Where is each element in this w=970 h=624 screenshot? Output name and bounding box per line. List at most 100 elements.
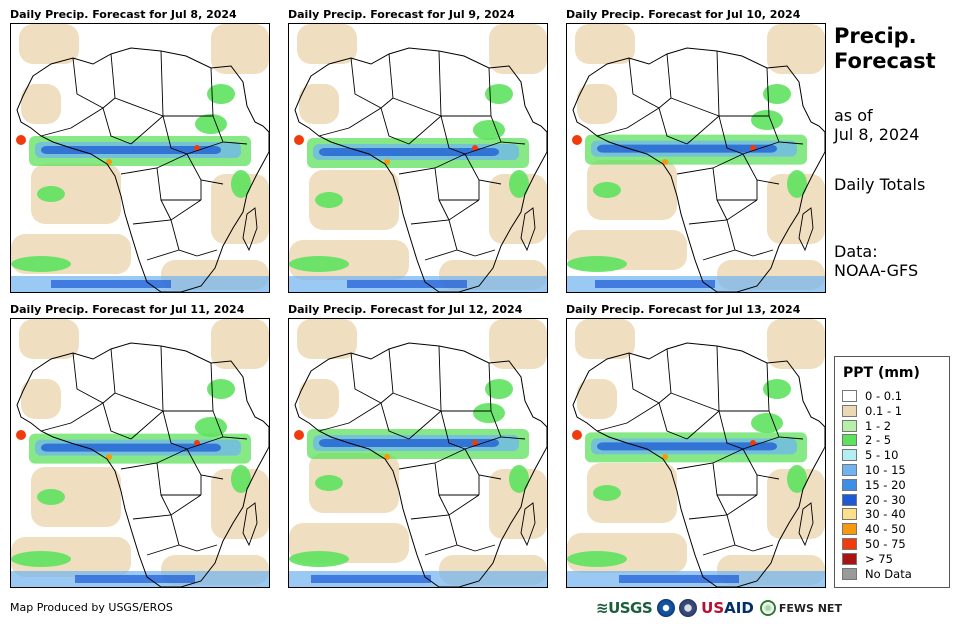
country-border: [716, 494, 728, 516]
rain-area: [231, 465, 251, 493]
rain-area: [195, 114, 227, 134]
country-border: [380, 402, 410, 440]
rain-area: [567, 551, 627, 567]
country-border: [162, 410, 188, 450]
country-border: [72, 57, 104, 109]
heavy-rain-spot: [572, 135, 582, 145]
map-credit: Map Produced by USGS/EROS: [10, 601, 173, 614]
heavy-rain-spot: [662, 159, 668, 165]
light-rain-area: [211, 469, 269, 539]
light-rain-area: [211, 319, 269, 369]
country-border: [752, 249, 774, 257]
heavy-rain-spot: [106, 159, 112, 165]
country-border: [156, 167, 201, 201]
side-title-line2: Forecast: [834, 49, 936, 73]
legend-swatch: [842, 390, 857, 402]
country-border: [114, 97, 164, 117]
light-rain-area: [21, 379, 61, 419]
country-border: [474, 544, 496, 552]
country-border: [130, 410, 164, 440]
legend-label: 10 - 15: [865, 463, 906, 477]
panel-title: Daily Precip. Forecast for Jul 8, 2024: [10, 8, 237, 21]
rain-area: [11, 551, 71, 567]
rain-area: [593, 182, 621, 198]
legend-label: No Data: [865, 566, 912, 581]
country-border: [596, 107, 660, 137]
country-border: [440, 115, 466, 155]
country-border: [488, 362, 492, 412]
legend-item: 5 - 10: [842, 448, 898, 462]
heavy-rain-spot: [294, 135, 304, 145]
heavy-rain-spot: [106, 454, 112, 460]
country-border: [424, 249, 458, 261]
totals-label: Daily Totals: [834, 175, 926, 194]
country-border: [160, 199, 172, 221]
legend-label: 15 - 20: [865, 477, 906, 492]
light-rain-area: [211, 174, 269, 244]
legend-label: 40 - 50: [865, 522, 906, 537]
light-rain-area: [31, 467, 121, 527]
rain-area: [11, 256, 71, 272]
country-border: [102, 348, 116, 404]
light-rain-area: [299, 84, 339, 124]
heavy-rain-spot: [572, 430, 582, 440]
light-rain-area: [211, 24, 269, 74]
rain-area: [509, 465, 529, 493]
country-border: [380, 107, 410, 145]
legend-label: 0.1 - 1: [865, 403, 903, 418]
legend-swatch: [842, 493, 857, 506]
country-border: [464, 141, 502, 155]
light-rain-area: [587, 160, 677, 220]
country-border: [726, 219, 754, 257]
as-of-label: as of: [834, 106, 873, 125]
state-dept-seal-icon: [679, 599, 698, 617]
precip-map: [288, 23, 548, 293]
country-border: [160, 50, 164, 117]
country-border: [712, 462, 757, 496]
country-border: [716, 199, 728, 221]
country-border: [702, 249, 736, 261]
madagascar-outline: [798, 207, 814, 252]
rain-area: [473, 120, 505, 140]
legend-item: > 75: [842, 552, 893, 566]
rain-area: [485, 379, 513, 399]
rain-area: [231, 170, 251, 198]
rain-area: [751, 110, 783, 130]
country-border: [114, 392, 164, 412]
country-border: [438, 345, 442, 412]
country-border: [102, 402, 132, 440]
sahel-rain-band: [597, 144, 777, 153]
legend-swatch: [842, 567, 857, 580]
rain-area: [289, 551, 349, 567]
legend-item: 30 - 40: [842, 507, 906, 521]
country-border: [424, 544, 458, 556]
country-border: [146, 544, 180, 556]
country-border: [160, 345, 164, 412]
partner-logos: ≋USGS USAID FEWS NET: [596, 597, 842, 619]
rain-area: [593, 485, 621, 501]
madagascar-outline: [798, 502, 814, 547]
country-border: [210, 362, 214, 412]
rain-area: [289, 256, 349, 272]
legend-item: 40 - 50: [842, 522, 906, 536]
light-rain-area: [299, 379, 339, 419]
side-title: Precip. Forecast: [834, 24, 936, 74]
light-rain-area: [309, 170, 399, 230]
panel-title: Daily Precip. Forecast for Jul 10, 2024: [566, 8, 801, 21]
africa-coastline: [572, 47, 825, 292]
country-border: [146, 249, 180, 261]
legend-label: 20 - 30: [865, 492, 906, 507]
panel-title: Daily Precip. Forecast for Jul 9, 2024: [288, 8, 515, 21]
southern-heavy-rain: [51, 280, 171, 288]
country-border: [488, 67, 492, 117]
country-border: [186, 436, 224, 450]
light-rain-area: [577, 84, 617, 124]
legend-item: No Data: [842, 567, 912, 581]
as-of-date: as of Jul 8, 2024: [834, 106, 919, 144]
precip-map: [10, 318, 270, 588]
light-rain-area: [489, 174, 547, 244]
rain-area: [315, 192, 343, 208]
rain-area: [567, 256, 627, 272]
heavy-rain-spot: [384, 454, 390, 460]
rain-area: [763, 379, 791, 399]
